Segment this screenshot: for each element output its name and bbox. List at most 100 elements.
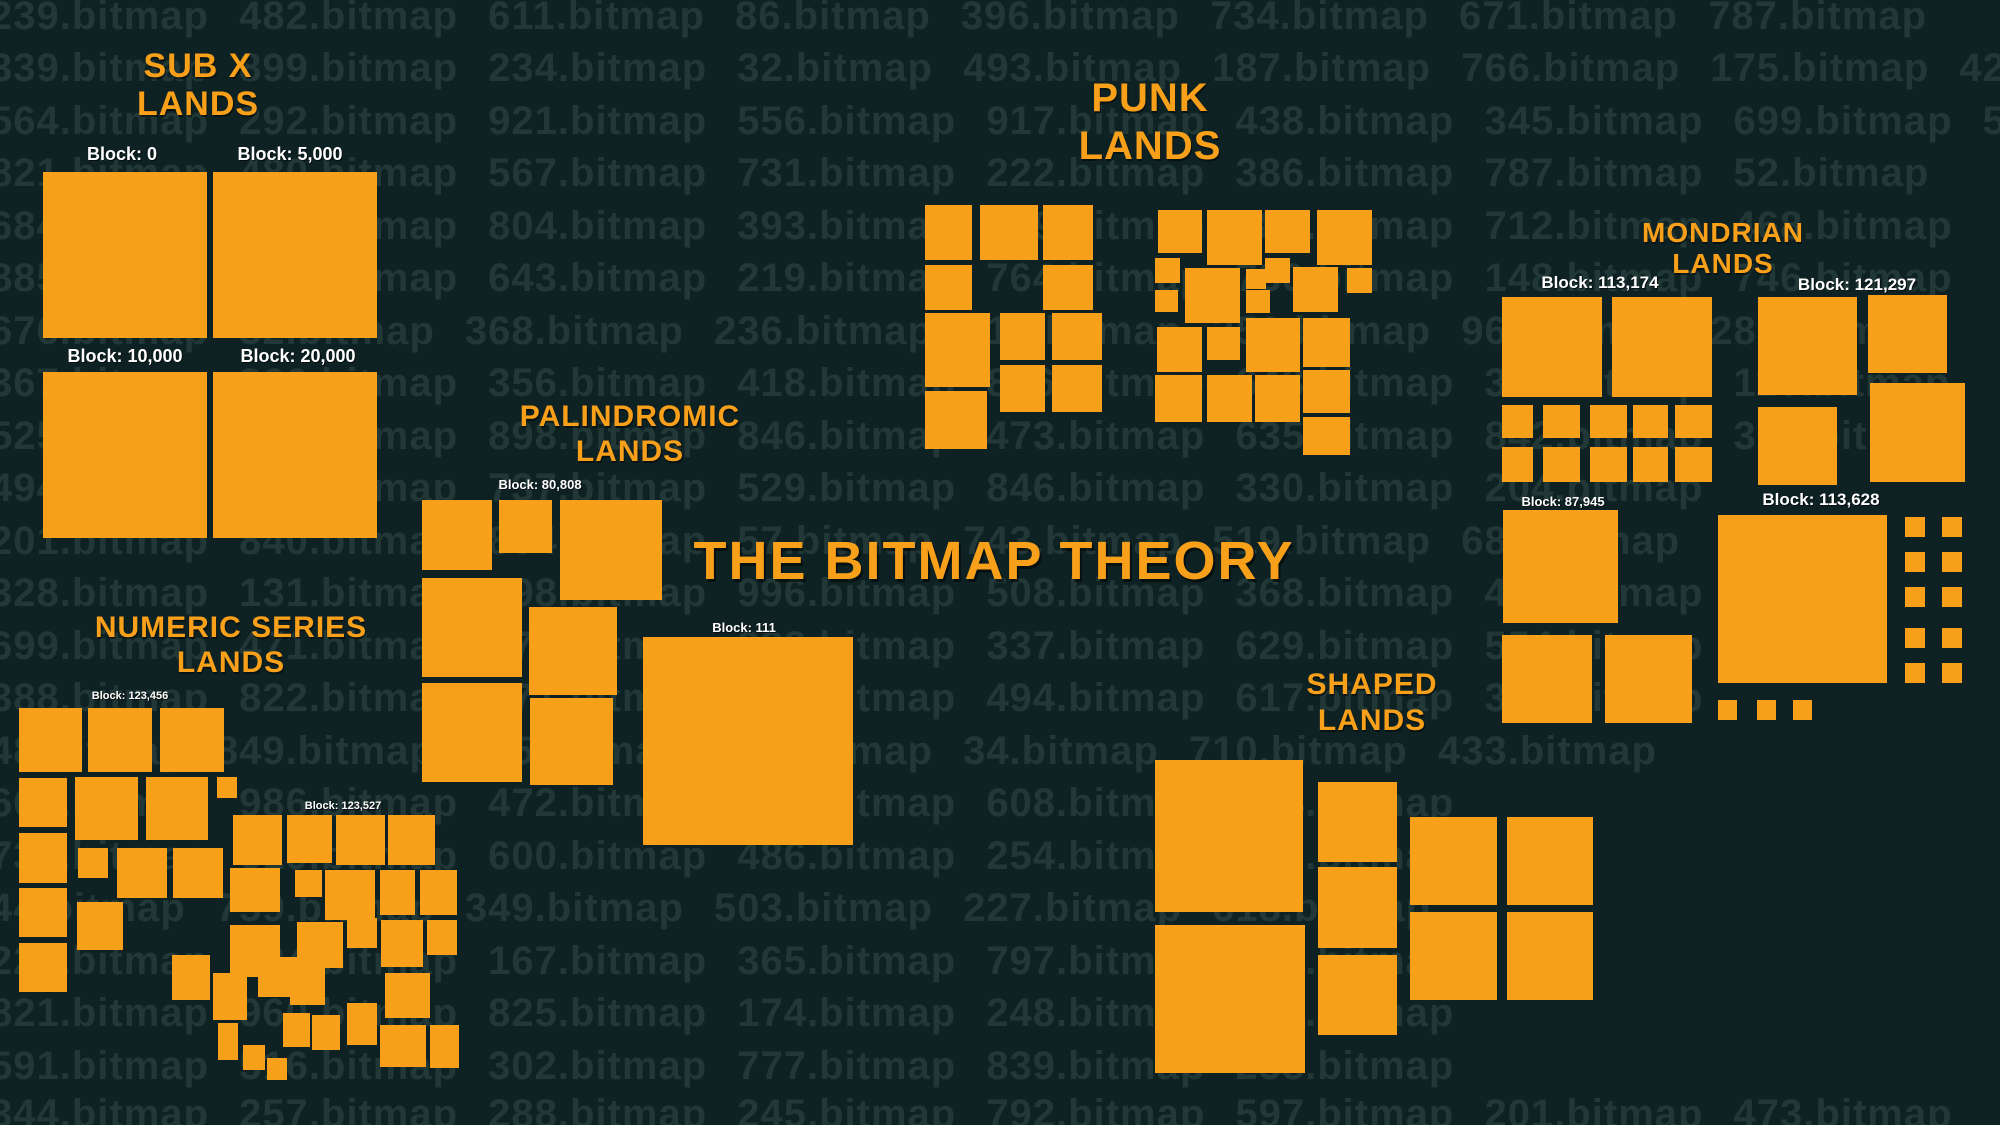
mondrian-land-square [1905, 663, 1925, 683]
mondrian-land-square [1870, 383, 1965, 482]
numeric-land-square [381, 920, 423, 967]
mondrian-block-label-87945: Block: 87,945 [1521, 494, 1605, 509]
numeric-land-square [388, 815, 435, 865]
background-text-row: 344.bitmap 257.bitmap 288.bitmap 245.bit… [0, 1092, 1953, 1125]
mondrian-land-square [1942, 552, 1962, 572]
mondrian-land-square [1758, 407, 1837, 485]
punk-land-square [1207, 210, 1262, 265]
punk-land-square [1043, 205, 1093, 260]
mondrian-land-square [1502, 297, 1602, 397]
palindromic-land-square [422, 500, 492, 570]
shaped-land-square [1318, 782, 1397, 862]
shaped-land-square [1155, 925, 1305, 1073]
numeric-land-square [88, 708, 152, 772]
numeric-land-square [75, 777, 138, 840]
mondrian-land-square [1793, 700, 1812, 720]
punk-land-square [925, 265, 972, 310]
mondrian-land-square [1942, 628, 1962, 648]
numeric-land-square [19, 833, 67, 883]
punk-land-square [1317, 210, 1372, 265]
mondrian-land-square [1718, 515, 1887, 683]
numeric-land-square [347, 1003, 377, 1045]
palindromic-land-square [422, 683, 522, 782]
mondrian-block-label-113628: Block: 113,628 [1762, 490, 1880, 509]
numeric-land-square [217, 777, 237, 798]
mondrian-land-square [1502, 405, 1533, 438]
palindromic-lands-title-line1: PALINDROMIC [519, 400, 741, 433]
punk-land-square [925, 391, 987, 449]
punk-land-square [1000, 313, 1045, 360]
punk-land-square [980, 205, 1038, 260]
numeric-series-lands-title-line1: NUMERIC SERIES [94, 611, 368, 644]
shaped-land-square [1318, 955, 1397, 1035]
numeric-land-square [287, 815, 332, 863]
shaped-land-square [1318, 867, 1397, 948]
mondrian-land-square [1543, 447, 1580, 482]
punk-land-square [1265, 258, 1290, 283]
palindromic-land-square [560, 500, 662, 600]
numeric-land-square [336, 815, 385, 865]
mondrian-land-square [1633, 447, 1668, 482]
mondrian-land-square [1543, 405, 1580, 438]
mondrian-land-square [1718, 700, 1737, 720]
mondrian-land-square [1905, 587, 1925, 607]
punk-land-square [1255, 375, 1300, 422]
page-title: THE BITMAP THEORY [693, 531, 1295, 591]
subx-block-label-20000: Block: 20,000 [240, 346, 356, 366]
mondrian-land-square [1503, 510, 1618, 623]
shaped-land-square [1507, 912, 1593, 1000]
punk-land-square [1000, 365, 1045, 412]
subx-land-square [213, 172, 377, 338]
punk-land-square [1185, 268, 1240, 323]
subx-lands-title-line1: SUB X [143, 47, 253, 85]
numeric-land-square [78, 848, 108, 878]
numeric-land-square [233, 815, 282, 865]
palindromic-land-square [422, 578, 522, 677]
mondrian-land-square [1612, 297, 1712, 397]
punk-land-square [1155, 375, 1202, 422]
background-text-row: 328.bitmap 131.bitmap 998.bitmap 996.bit… [0, 571, 1704, 615]
subx-land-square [43, 372, 207, 538]
punk-land-square [1303, 370, 1350, 413]
numeric-land-square [347, 918, 377, 948]
shaped-lands-title-line1: SHAPED [1306, 668, 1438, 701]
shaped-land-square [1155, 760, 1303, 912]
punk-land-square [1303, 417, 1350, 455]
mondrian-land-square [1942, 587, 1962, 607]
numeric-land-square [430, 1025, 459, 1068]
numeric-land-square [230, 925, 280, 977]
mondrian-land-square [1905, 628, 1925, 648]
mondrian-lands-title-line2: LANDS [1672, 248, 1774, 279]
numeric-block-label-123456: Block: 123,456 [91, 690, 169, 702]
subx-land-square [43, 172, 207, 338]
numeric-land-square [325, 870, 375, 920]
mondrian-land-square [1757, 700, 1776, 720]
palindromic-land-square [643, 637, 853, 845]
numeric-land-square [160, 708, 224, 772]
numeric-land-square [420, 870, 457, 915]
punk-land-square [1303, 318, 1350, 367]
mondrian-block-label-113174: Block: 113,174 [1541, 273, 1659, 292]
mondrian-block-label-121297: Block: 121,297 [1797, 275, 1917, 294]
palindromic-land-square [499, 500, 552, 553]
palindromic-lands-title-line2: LANDS [575, 435, 685, 468]
subx-block-label-0: Block: 0 [86, 144, 158, 164]
numeric-land-square [380, 870, 415, 915]
mondrian-land-square [1942, 663, 1962, 683]
numeric-land-square [173, 848, 223, 898]
numeric-land-square [230, 868, 280, 912]
numeric-land-square [218, 1023, 238, 1060]
mondrian-land-square [1905, 552, 1925, 572]
numeric-land-square [380, 1025, 426, 1067]
punk-land-square [1246, 290, 1270, 313]
shaped-land-square [1507, 817, 1593, 905]
numeric-land-square [146, 777, 208, 840]
mondrian-land-square [1502, 447, 1533, 482]
shaped-lands-title-line2: LANDS [1317, 704, 1427, 737]
punk-land-square [925, 205, 972, 260]
punk-land-square [1293, 267, 1338, 312]
punk-land-square [1207, 327, 1240, 360]
mondrian-land-square [1502, 635, 1592, 723]
numeric-land-square [19, 888, 67, 937]
